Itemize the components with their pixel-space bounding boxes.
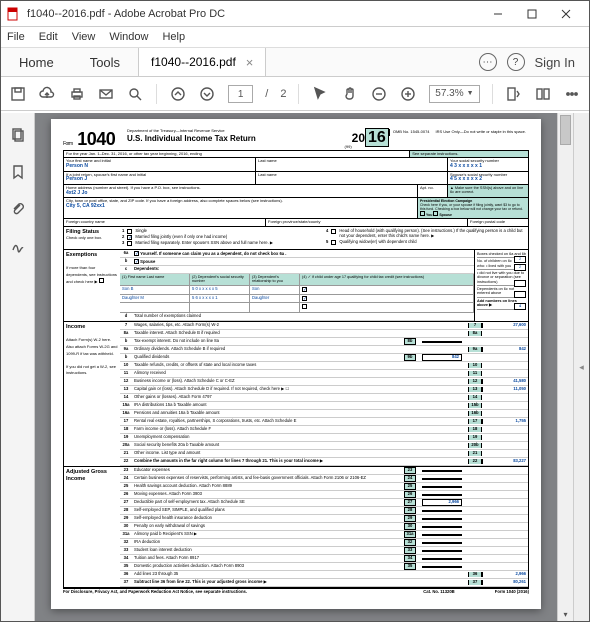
attachment-icon[interactable]: [10, 201, 26, 222]
bookmark-icon[interactable]: [10, 164, 26, 185]
email-icon[interactable]: [97, 85, 114, 103]
maximize-button[interactable]: [515, 1, 549, 27]
minimize-button[interactable]: [481, 1, 515, 27]
page-input[interactable]: 1: [228, 85, 253, 103]
menu-edit[interactable]: Edit: [39, 31, 58, 43]
view-icon[interactable]: [534, 85, 551, 103]
zoom-in-icon[interactable]: [400, 85, 417, 103]
menu-view[interactable]: View: [72, 31, 96, 43]
page-down-icon[interactable]: [199, 85, 216, 103]
titlebar: f1040--2016.pdf - Adobe Acrobat Pro DC: [1, 1, 589, 27]
search-icon[interactable]: [127, 85, 144, 103]
form-1040-page: Form 1040 Department of the Treasury—Int…: [51, 119, 541, 609]
page-total: 2: [280, 88, 286, 100]
zoom-out-icon[interactable]: [370, 85, 387, 103]
cloud-icon[interactable]: [38, 85, 55, 103]
print-icon[interactable]: [68, 85, 85, 103]
left-rail: [1, 113, 35, 621]
notification-icon[interactable]: ⋯: [479, 53, 497, 71]
close-tab-icon[interactable]: ×: [246, 55, 254, 70]
page-up-icon[interactable]: [169, 85, 186, 103]
menu-help[interactable]: Help: [162, 31, 185, 43]
window-title: f1040--2016.pdf - Adobe Acrobat Pro DC: [27, 8, 225, 20]
hand-icon[interactable]: [341, 85, 358, 103]
scrollbar[interactable]: ▴ ▾: [557, 113, 573, 621]
scroll-thumb[interactable]: [560, 115, 571, 145]
page-sep: /: [265, 88, 268, 100]
tools-pane-toggle[interactable]: ◂: [573, 113, 589, 621]
more-icon[interactable]: [563, 85, 580, 103]
tab-row: Home Tools f1040--2016.pdf × ⋯ ? Sign In: [1, 47, 589, 77]
pdf-icon: [7, 7, 21, 21]
select-icon[interactable]: [311, 85, 328, 103]
content-area: Form 1040 Department of the Treasury—Int…: [1, 113, 589, 621]
zoom-select[interactable]: 57.3%▼: [429, 85, 479, 103]
tools-tab[interactable]: Tools: [72, 48, 138, 76]
pdf-viewer[interactable]: Form 1040 Department of the Treasury—Int…: [35, 113, 557, 621]
help-icon[interactable]: ?: [507, 53, 525, 71]
menubar: File Edit View Window Help: [1, 27, 589, 47]
thumbnails-icon[interactable]: [10, 127, 26, 148]
scroll-down-icon[interactable]: ▾: [558, 607, 573, 621]
home-tab[interactable]: Home: [1, 48, 72, 76]
signin-button[interactable]: Sign In: [535, 55, 575, 70]
close-button[interactable]: [549, 1, 583, 27]
fit-icon[interactable]: [505, 85, 522, 103]
toolbar: 1 / 2 57.3%▼: [1, 77, 589, 111]
file-tab[interactable]: f1040--2016.pdf ×: [138, 48, 266, 76]
save-icon[interactable]: [9, 85, 26, 103]
file-tab-label: f1040--2016.pdf: [151, 55, 236, 69]
menu-window[interactable]: Window: [109, 31, 148, 43]
signature-icon[interactable]: [10, 238, 26, 259]
menu-file[interactable]: File: [7, 31, 25, 43]
